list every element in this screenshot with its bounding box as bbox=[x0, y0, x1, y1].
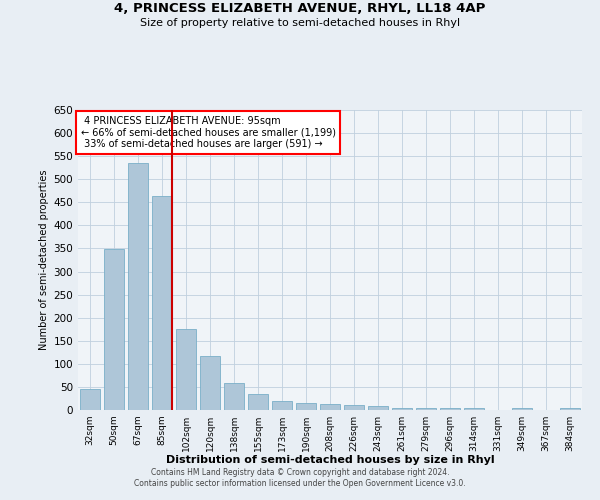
Text: Distribution of semi-detached houses by size in Rhyl: Distribution of semi-detached houses by … bbox=[166, 455, 494, 465]
Bar bbox=[104, 250, 124, 410]
Bar bbox=[392, 408, 412, 410]
Text: 4, PRINCESS ELIZABETH AVENUE, RHYL, LL18 4AP: 4, PRINCESS ELIZABETH AVENUE, RHYL, LL18… bbox=[115, 2, 485, 16]
Bar bbox=[224, 383, 244, 410]
Bar bbox=[464, 408, 484, 410]
Bar bbox=[248, 394, 268, 410]
Y-axis label: Number of semi-detached properties: Number of semi-detached properties bbox=[39, 170, 49, 350]
Bar bbox=[152, 196, 172, 410]
Bar bbox=[368, 406, 388, 410]
Text: Contains HM Land Registry data © Crown copyright and database right 2024.
Contai: Contains HM Land Registry data © Crown c… bbox=[134, 468, 466, 487]
Text: Size of property relative to semi-detached houses in Rhyl: Size of property relative to semi-detach… bbox=[140, 18, 460, 28]
Bar bbox=[512, 408, 532, 410]
Text: 4 PRINCESS ELIZABETH AVENUE: 95sqm
← 66% of semi-detached houses are smaller (1,: 4 PRINCESS ELIZABETH AVENUE: 95sqm ← 66%… bbox=[80, 116, 335, 149]
Bar bbox=[320, 404, 340, 410]
Bar bbox=[80, 389, 100, 410]
Bar bbox=[416, 408, 436, 410]
Bar bbox=[296, 403, 316, 410]
Bar bbox=[344, 406, 364, 410]
Bar bbox=[200, 356, 220, 410]
Bar bbox=[560, 408, 580, 410]
Bar bbox=[440, 408, 460, 410]
Bar bbox=[272, 401, 292, 410]
Bar bbox=[128, 163, 148, 410]
Bar bbox=[176, 329, 196, 410]
